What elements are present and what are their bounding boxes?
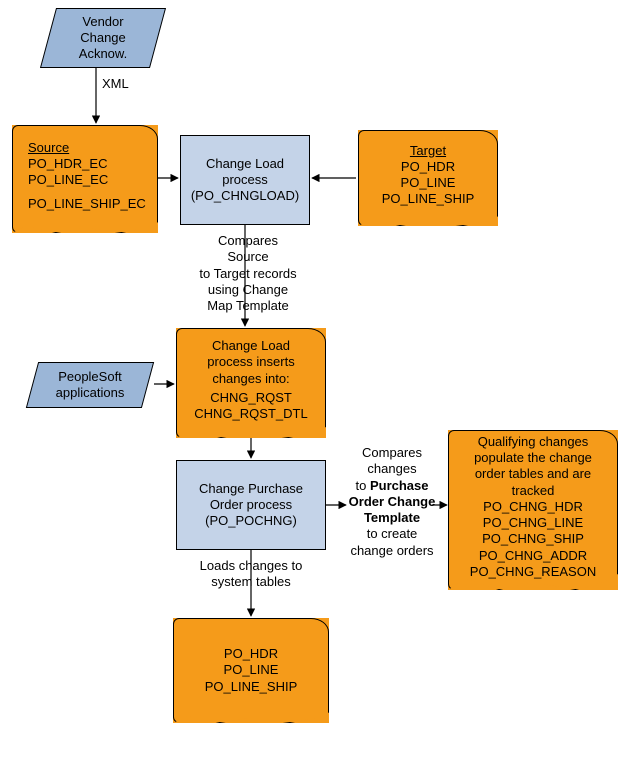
node-qualifying-doc: Qualifying changes populate the change o… <box>448 430 618 590</box>
text: process <box>222 172 268 188</box>
text: changes into: <box>212 371 289 387</box>
text: PO_CHNG_LINE <box>483 515 583 531</box>
text: Acknow. <box>79 46 127 62</box>
text: process inserts <box>207 354 294 370</box>
node-peoplesoft: PeopleSoft applications <box>26 362 154 408</box>
label-compares-source: Compares Source to Target records using … <box>193 233 303 314</box>
text: (PO_CHNGLOAD) <box>191 188 299 204</box>
node-change-po: Change Purchase Order process (PO_POCHNG… <box>176 460 326 550</box>
text: Vendor <box>82 14 123 30</box>
title: Target <box>410 143 446 159</box>
text: PeopleSoft <box>58 369 122 385</box>
title: Source <box>28 140 69 156</box>
label-compares-changes: Compareschangesto PurchaseOrder ChangeTe… <box>342 445 442 559</box>
text: PO_LINE_SHIP <box>382 191 475 207</box>
text: tracked <box>512 483 555 499</box>
text: PO_LINE_SHIP <box>205 679 298 695</box>
text: applications <box>56 385 125 401</box>
text: order tables and are <box>475 466 591 482</box>
node-final-doc: PO_HDR PO_LINE PO_LINE_SHIP <box>173 618 329 723</box>
text: Change Load <box>212 338 290 354</box>
text: Qualifying changes <box>478 434 589 450</box>
label-loads-changes: Loads changes to system tables <box>195 558 307 591</box>
node-source-doc: Source PO_HDR_EC PO_LINE_EC PO_LINE_SHIP… <box>12 125 158 233</box>
text: Order process <box>210 497 292 513</box>
text: (PO_POCHNG) <box>205 513 297 529</box>
text: Change Load <box>206 156 284 172</box>
text: PO_HDR_EC <box>28 156 107 172</box>
text: populate the change <box>474 450 592 466</box>
text: PO_LINE <box>224 662 279 678</box>
text: PO_LINE_EC <box>28 172 108 188</box>
text: CHNG_RQST <box>210 390 292 406</box>
text: PO_CHNG_SHIP <box>482 531 584 547</box>
node-change-inserts-doc: Change Load process inserts changes into… <box>176 328 326 438</box>
node-target-doc: Target PO_HDR PO_LINE PO_LINE_SHIP <box>358 130 498 226</box>
node-change-load: Change Load process (PO_CHNGLOAD) <box>180 135 310 225</box>
text: CHNG_RQST_DTL <box>194 406 307 422</box>
label-xml: XML <box>102 76 129 92</box>
text: PO_LINE_SHIP_EC <box>28 196 146 212</box>
node-vendor-ack: Vendor Change Acknow. <box>40 8 166 68</box>
text: PO_CHNG_HDR <box>483 499 583 515</box>
text: PO_HDR <box>224 646 278 662</box>
text: Change <box>80 30 126 46</box>
text: PO_CHNG_REASON <box>470 564 596 580</box>
text: Change Purchase <box>199 481 303 497</box>
text: PO_HDR <box>401 159 455 175</box>
text: PO_LINE <box>401 175 456 191</box>
text: PO_CHNG_ADDR <box>479 548 587 564</box>
